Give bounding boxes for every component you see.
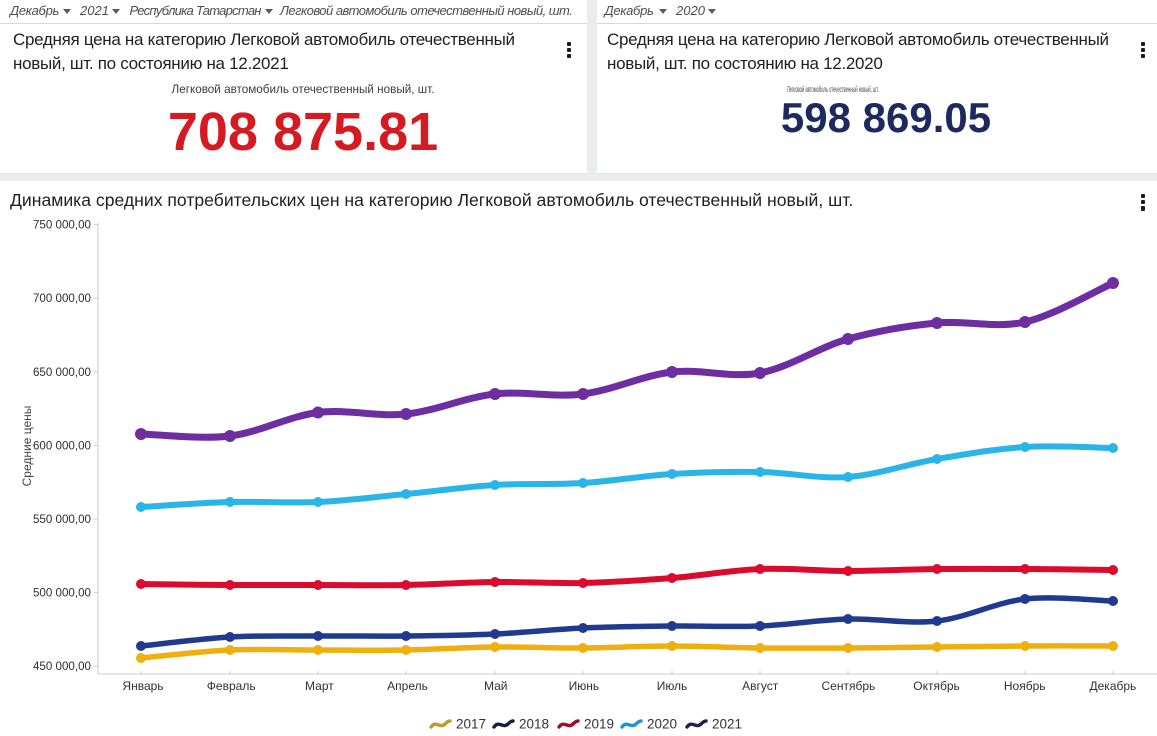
svg-text:700 000,00: 700 000,00 xyxy=(33,292,91,305)
svg-text:2021: 2021 xyxy=(712,717,742,732)
svg-text:Февраль: Февраль xyxy=(207,679,256,693)
svg-text:2018: 2018 xyxy=(519,717,549,732)
svg-text:Декабрь: Декабрь xyxy=(1090,679,1137,693)
svg-text:Март: Март xyxy=(305,679,334,693)
svg-text:Октябрь: Октябрь xyxy=(913,679,960,693)
svg-text:Апрель: Апрель xyxy=(387,679,428,693)
svg-text:650 000,00: 650 000,00 xyxy=(33,366,91,379)
svg-text:Май: Май xyxy=(484,679,508,693)
svg-text:600 000,00: 600 000,00 xyxy=(33,439,91,452)
svg-text:750 000,00: 750 000,00 xyxy=(33,219,91,232)
svg-text:550 000,00: 550 000,00 xyxy=(33,513,91,526)
svg-text:2019: 2019 xyxy=(584,717,614,732)
svg-text:2017: 2017 xyxy=(456,717,486,732)
svg-text:Сентябрь: Сентябрь xyxy=(822,679,876,693)
svg-text:Ноябрь: Ноябрь xyxy=(1004,679,1046,693)
svg-text:Средние цены: Средние цены xyxy=(20,406,34,487)
svg-text:Июль: Июль xyxy=(657,679,688,693)
svg-text:450 000,00: 450 000,00 xyxy=(33,660,91,673)
svg-text:2020: 2020 xyxy=(647,717,677,732)
svg-text:Август: Август xyxy=(742,679,779,693)
svg-text:500 000,00: 500 000,00 xyxy=(33,587,91,600)
svg-text:Июнь: Июнь xyxy=(569,679,600,693)
svg-text:Январь: Январь xyxy=(122,679,163,693)
